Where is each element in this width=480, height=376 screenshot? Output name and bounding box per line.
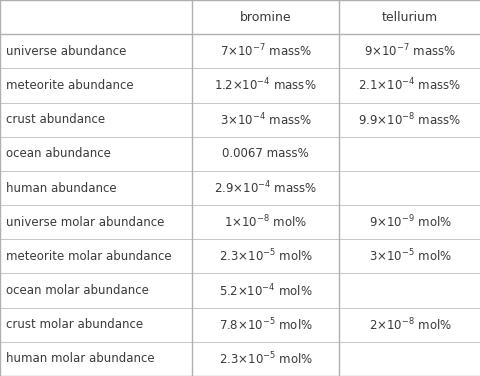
Text: $2{\times}10^{-8}$ mol%: $2{\times}10^{-8}$ mol% (368, 317, 451, 333)
Text: $2.3{\times}10^{-5}$ mol%: $2.3{\times}10^{-5}$ mol% (218, 248, 312, 265)
Text: bromine: bromine (240, 11, 291, 24)
Text: crust molar abundance: crust molar abundance (6, 318, 143, 331)
Text: meteorite molar abundance: meteorite molar abundance (6, 250, 171, 263)
Text: universe molar abundance: universe molar abundance (6, 216, 164, 229)
Text: $3{\times}10^{-5}$ mol%: $3{\times}10^{-5}$ mol% (368, 248, 451, 265)
Text: ocean molar abundance: ocean molar abundance (6, 284, 148, 297)
Text: ocean abundance: ocean abundance (6, 147, 110, 160)
Text: 0.0067 mass%: 0.0067 mass% (222, 147, 309, 160)
Text: $2.9{\times}10^{-4}$ mass%: $2.9{\times}10^{-4}$ mass% (214, 180, 317, 196)
Text: $3{\times}10^{-4}$ mass%: $3{\times}10^{-4}$ mass% (219, 111, 311, 128)
Text: $2.3{\times}10^{-5}$ mol%: $2.3{\times}10^{-5}$ mol% (218, 350, 312, 367)
Text: meteorite abundance: meteorite abundance (6, 79, 133, 92)
Text: $5.2{\times}10^{-4}$ mol%: $5.2{\times}10^{-4}$ mol% (218, 282, 312, 299)
Text: $2.1{\times}10^{-4}$ mass%: $2.1{\times}10^{-4}$ mass% (358, 77, 461, 94)
Text: universe abundance: universe abundance (6, 45, 126, 58)
Text: $9.9{\times}10^{-8}$ mass%: $9.9{\times}10^{-8}$ mass% (358, 111, 461, 128)
Text: human abundance: human abundance (6, 182, 116, 194)
Text: human molar abundance: human molar abundance (6, 352, 154, 365)
Text: $7{\times}10^{-7}$ mass%: $7{\times}10^{-7}$ mass% (219, 43, 311, 59)
Text: crust abundance: crust abundance (6, 113, 105, 126)
Text: $1{\times}10^{-8}$ mol%: $1{\times}10^{-8}$ mol% (224, 214, 307, 230)
Text: $9{\times}10^{-9}$ mol%: $9{\times}10^{-9}$ mol% (368, 214, 451, 230)
Text: $1.2{\times}10^{-4}$ mass%: $1.2{\times}10^{-4}$ mass% (214, 77, 316, 94)
Text: $9{\times}10^{-7}$ mass%: $9{\times}10^{-7}$ mass% (363, 43, 455, 59)
Text: $7.8{\times}10^{-5}$ mol%: $7.8{\times}10^{-5}$ mol% (218, 317, 312, 333)
Text: tellurium: tellurium (381, 11, 437, 24)
